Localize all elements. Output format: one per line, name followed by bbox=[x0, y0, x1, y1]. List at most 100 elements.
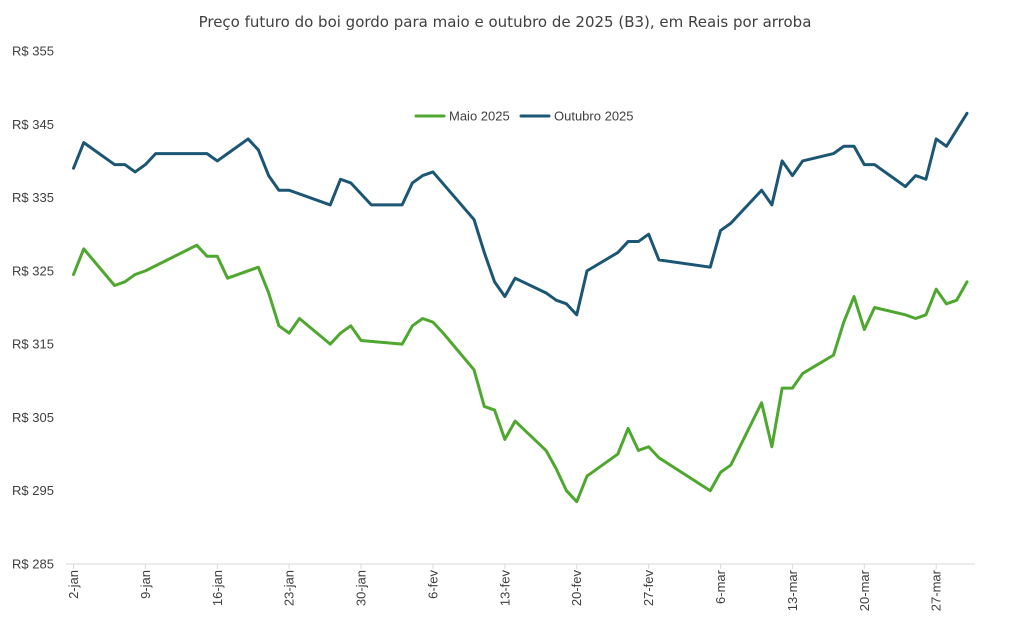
y-axis: R$ 285 R$ 295 R$ 305 R$ 315 R$ 325 R$ 335 R$ 3… bbox=[12, 44, 54, 572]
data-point bbox=[627, 240, 630, 243]
data-point bbox=[421, 317, 424, 320]
x-tick-label: 27-mar bbox=[929, 569, 944, 611]
data-point bbox=[555, 467, 558, 470]
data-point bbox=[144, 163, 147, 166]
y-tick-label: R$ 285 bbox=[12, 557, 54, 572]
data-point bbox=[616, 251, 619, 254]
data-point bbox=[493, 280, 496, 283]
data-point bbox=[637, 449, 640, 452]
data-point bbox=[503, 295, 506, 298]
data-point bbox=[493, 409, 496, 412]
data-point bbox=[904, 313, 907, 316]
y-tick-label: R$ 305 bbox=[12, 410, 54, 425]
y-tick-label: R$ 345 bbox=[12, 117, 54, 132]
data-point bbox=[154, 152, 157, 155]
data-point bbox=[267, 174, 270, 177]
data-point bbox=[945, 302, 948, 305]
data-point bbox=[247, 137, 250, 140]
data-point bbox=[555, 299, 558, 302]
data-point bbox=[514, 420, 517, 423]
y-tick-label: R$ 315 bbox=[12, 337, 54, 352]
data-point bbox=[113, 284, 116, 287]
data-point bbox=[329, 343, 332, 346]
data-point bbox=[657, 456, 660, 459]
x-tick-label: 23-jan bbox=[282, 570, 297, 606]
data-point bbox=[760, 401, 763, 404]
data-point bbox=[801, 372, 804, 375]
series-line-outubro-2025 bbox=[72, 111, 969, 317]
x-tick-label: 13-mar bbox=[785, 569, 800, 611]
data-point bbox=[565, 489, 568, 492]
data-point bbox=[329, 203, 332, 206]
data-point bbox=[657, 258, 660, 261]
data-point bbox=[226, 277, 229, 280]
data-point bbox=[123, 280, 126, 283]
x-tick-label: 2-jan bbox=[66, 570, 81, 599]
data-point bbox=[565, 302, 568, 305]
data-point bbox=[144, 269, 147, 272]
data-point bbox=[791, 174, 794, 177]
data-point bbox=[770, 445, 773, 448]
data-point bbox=[360, 339, 363, 342]
data-point bbox=[72, 167, 75, 170]
data-point bbox=[575, 500, 578, 503]
data-point bbox=[195, 244, 198, 247]
data-point bbox=[421, 174, 424, 177]
y-tick-label: R$ 335 bbox=[12, 190, 54, 205]
data-point bbox=[113, 163, 116, 166]
data-point bbox=[791, 387, 794, 390]
data-point bbox=[288, 332, 291, 335]
data-point bbox=[955, 299, 958, 302]
data-point bbox=[729, 464, 732, 467]
data-point bbox=[277, 189, 280, 192]
x-tick-label: 16-jan bbox=[210, 570, 225, 606]
data-point bbox=[401, 203, 404, 206]
data-point bbox=[729, 222, 732, 225]
data-point bbox=[442, 332, 445, 335]
data-point bbox=[647, 445, 650, 448]
data-point bbox=[483, 251, 486, 254]
data-point bbox=[401, 343, 404, 346]
data-point bbox=[431, 321, 434, 324]
x-tick-label: 20-fev bbox=[569, 570, 584, 607]
series-line-maio-2025 bbox=[72, 243, 969, 504]
data-point bbox=[483, 405, 486, 408]
data-point bbox=[924, 178, 927, 181]
data-point bbox=[709, 489, 712, 492]
data-point bbox=[339, 332, 342, 335]
data-point bbox=[267, 291, 270, 294]
data-point bbox=[616, 453, 619, 456]
data-point bbox=[914, 317, 917, 320]
y-tick-label: R$ 325 bbox=[12, 263, 54, 278]
data-point bbox=[123, 163, 126, 166]
legend-label: Maio 2025 bbox=[449, 109, 510, 124]
data-point bbox=[288, 189, 291, 192]
data-point bbox=[935, 288, 938, 291]
data-point bbox=[586, 475, 589, 478]
data-point bbox=[514, 277, 517, 280]
x-tick-label: 30-jan bbox=[354, 570, 369, 606]
legend-label: Outubro 2025 bbox=[554, 109, 634, 124]
x-tick-label: 20-mar bbox=[857, 569, 872, 611]
series-group bbox=[72, 111, 969, 504]
x-tick-label: 6-fev bbox=[425, 570, 440, 599]
data-point bbox=[760, 189, 763, 192]
data-point bbox=[709, 266, 712, 269]
data-point bbox=[134, 170, 137, 173]
data-point bbox=[82, 247, 85, 250]
data-point bbox=[257, 148, 260, 151]
x-tick-label: 9-jan bbox=[138, 570, 153, 599]
data-point bbox=[411, 181, 414, 184]
x-tick-label: 13-fev bbox=[497, 570, 512, 607]
data-point bbox=[863, 163, 866, 166]
data-point bbox=[781, 159, 784, 162]
data-point bbox=[853, 295, 856, 298]
legend: Maio 2025 Outubro 2025 bbox=[414, 109, 634, 124]
data-point bbox=[853, 145, 856, 148]
data-point bbox=[627, 427, 630, 430]
data-point bbox=[206, 152, 209, 155]
data-point bbox=[206, 255, 209, 258]
data-point bbox=[216, 255, 219, 258]
data-point bbox=[945, 145, 948, 148]
